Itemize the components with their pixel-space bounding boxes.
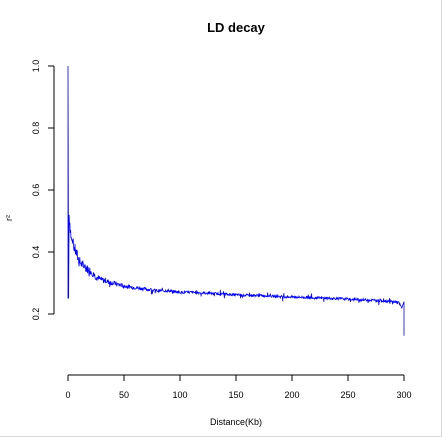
x-tick-label: 250 xyxy=(340,390,355,400)
y-tick-label: 0.2 xyxy=(31,308,41,321)
ld-decay-line xyxy=(67,65,405,336)
y-tick-label: 0.4 xyxy=(31,246,41,259)
data-series xyxy=(67,65,405,336)
x-tick-label: 100 xyxy=(172,390,187,400)
x-axis-label: Distance(Kb) xyxy=(210,417,262,427)
x-tick-label: 150 xyxy=(228,390,243,400)
y-axis: 0.2 0.4 0.6 0.8 1.0 xyxy=(31,60,55,321)
x-tick-label: 50 xyxy=(119,390,129,400)
y-tick-label: 0.8 xyxy=(31,122,41,135)
chart-title: LD decay xyxy=(207,20,266,35)
x-tick-label: 300 xyxy=(396,390,411,400)
x-tick-label: 200 xyxy=(284,390,299,400)
y-axis-label: r² xyxy=(4,215,14,221)
y-tick-label: 0.6 xyxy=(31,184,41,197)
x-axis: 0 50 100 150 200 250 300 xyxy=(65,374,412,400)
x-tick-label: 0 xyxy=(65,390,70,400)
y-tick-label: 1.0 xyxy=(31,60,41,73)
